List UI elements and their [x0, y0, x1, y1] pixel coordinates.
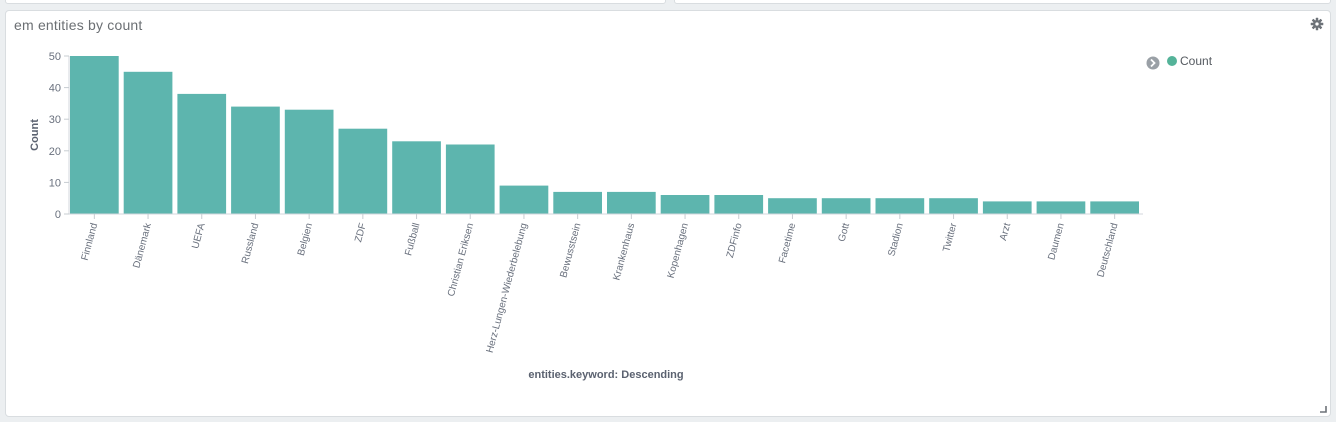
x-tick-label: Gott	[837, 222, 853, 243]
x-tick-label: Kopenhagen	[666, 222, 691, 280]
bar[interactable]	[392, 141, 441, 214]
x-tick-label: ZDF	[353, 222, 369, 244]
bar[interactable]	[338, 128, 388, 214]
bar[interactable]	[70, 56, 119, 214]
x-tick-label: UEFA	[190, 222, 207, 250]
y-tick-label: 20	[49, 146, 61, 158]
y-tick-label: 50	[49, 51, 61, 63]
gear-icon[interactable]	[1310, 17, 1324, 31]
y-tick-label: 0	[55, 209, 61, 221]
bar[interactable]	[123, 71, 173, 214]
bar[interactable]	[929, 198, 978, 214]
bar[interactable]	[445, 144, 495, 215]
bar[interactable]	[660, 195, 710, 214]
x-tick-label: Russland	[240, 222, 261, 265]
legend-swatch	[1167, 56, 1177, 66]
panel-title: em entities by count	[14, 17, 143, 33]
x-tick-label: Stadion	[886, 222, 905, 258]
y-axis: 0 10 20 30 40 50	[49, 51, 70, 221]
bar[interactable]	[1090, 201, 1139, 214]
bar[interactable]	[821, 198, 871, 214]
bar[interactable]	[1036, 201, 1086, 214]
x-tick-label: Daumen	[1046, 222, 1066, 261]
bar[interactable]	[284, 109, 334, 214]
y-tick-label: 40	[49, 83, 61, 95]
x-tick-label: Facetime	[777, 222, 798, 265]
x-tick-label: Christian Eriksen	[446, 222, 476, 298]
bar[interactable]	[177, 93, 227, 214]
resize-handle-icon[interactable]	[1319, 405, 1327, 413]
x-axis: Finnland Dänemark UEFA Russland Belgien ZDF Fu…	[69, 213, 1143, 354]
x-tick-label: Herz-Lungen-Wiederbelebung	[485, 222, 530, 354]
x-tick-label: Finnland	[80, 222, 101, 262]
x-tick-label: ZDFinfo	[725, 222, 745, 260]
x-axis-title: entities.keyword: Descending	[528, 369, 683, 381]
y-tick-label: 30	[49, 114, 61, 126]
bar[interactable]	[231, 106, 280, 214]
bar-series	[70, 56, 1139, 214]
x-tick-label: Fußball	[403, 222, 422, 257]
legend-toggle-icon[interactable]	[1146, 56, 1160, 70]
bar[interactable]	[553, 191, 602, 214]
x-tick-label: Belgien	[296, 222, 315, 257]
x-tick-label: Krankenhaus	[611, 222, 637, 282]
legend: Count	[1146, 54, 1213, 70]
x-tick-label: Deutschland	[1096, 222, 1121, 279]
legend-label: Count	[1180, 54, 1213, 68]
x-tick-label: Dänemark	[131, 221, 154, 269]
y-tick-label: 10	[49, 177, 61, 189]
bar[interactable]	[982, 201, 1032, 214]
top-right-panel-edge	[674, 0, 1331, 4]
y-axis-title: Count	[29, 119, 41, 151]
x-tick-label: Twitter	[941, 221, 959, 253]
x-tick-label: Bewusstsein	[558, 222, 583, 279]
bar[interactable]	[499, 185, 549, 214]
bar[interactable]	[607, 191, 656, 214]
x-tick-label: Arzt	[998, 222, 1013, 242]
bar[interactable]	[768, 198, 817, 214]
bar[interactable]	[875, 198, 925, 214]
legend-item-count[interactable]: Count	[1167, 54, 1213, 68]
bar[interactable]	[714, 195, 764, 214]
top-left-panel-edge	[5, 0, 666, 4]
